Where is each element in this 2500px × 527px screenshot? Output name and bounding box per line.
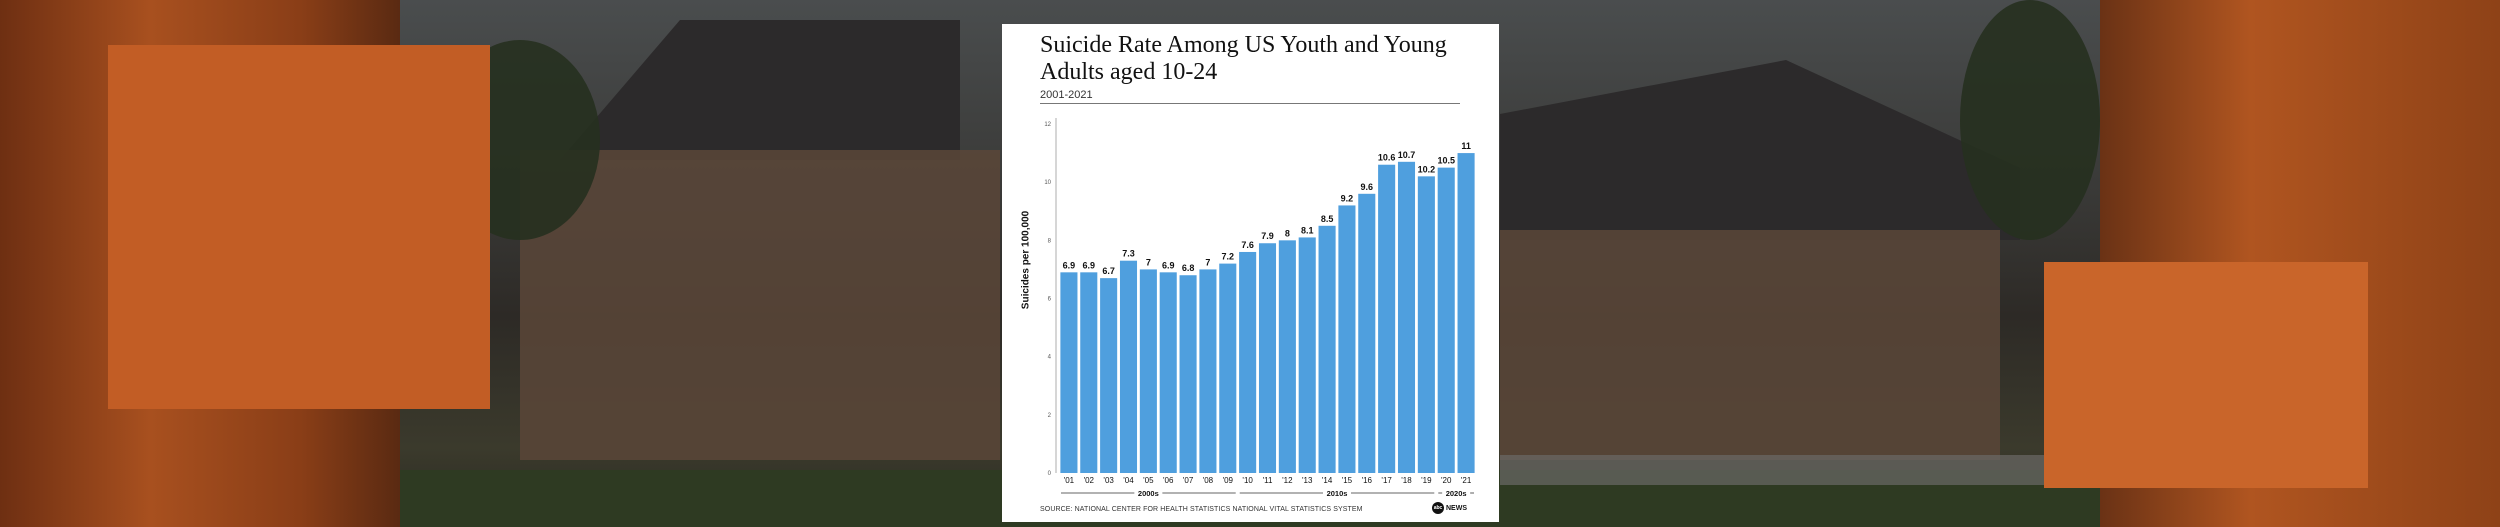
x-tick-label: '02 (1084, 476, 1095, 485)
bar (1258, 243, 1277, 473)
bar (1100, 278, 1118, 473)
x-tick-label: '18 (1401, 476, 1412, 485)
background-house-left (520, 150, 1000, 460)
x-tick-label: '11 (1263, 476, 1273, 485)
source-note: SOURCE: NATIONAL CENTER FOR HEALTH STATI… (1040, 506, 1363, 513)
decade-label: 2000s (1138, 489, 1159, 498)
abc-logo-mark: abc (1432, 502, 1444, 514)
data-label: 8.1 (1301, 225, 1314, 235)
chart-title: Suicide Rate Among US Youth and Young Ad… (1040, 32, 1447, 85)
data-label: 7.6 (1241, 240, 1254, 250)
y-tick-label: 10 (1044, 180, 1051, 186)
bar (1080, 272, 1098, 473)
decorative-orange-square-right (2044, 262, 2368, 488)
y-tick-label: 4 (1048, 355, 1052, 361)
data-label: 6.9 (1162, 260, 1175, 270)
y-tick-label: 0 (1048, 471, 1052, 477)
data-label: 10.6 (1378, 153, 1396, 163)
data-label: 9.2 (1341, 193, 1354, 203)
decade-label: 2020s (1446, 489, 1467, 498)
chart-subtitle: 2001-2021 (1040, 89, 1093, 101)
data-label: 6.7 (1102, 266, 1115, 276)
y-tick-label: 6 (1048, 297, 1052, 303)
x-tick-label: '05 (1143, 476, 1154, 485)
bar (1219, 263, 1237, 473)
data-label: 7 (1146, 257, 1151, 267)
data-label: 6.8 (1182, 263, 1195, 273)
bar (1338, 205, 1356, 473)
abc-news-logo: abc NEWS (1432, 502, 1467, 514)
data-label: 7.2 (1222, 252, 1235, 262)
bar (1139, 269, 1157, 473)
bar (1437, 167, 1455, 473)
bar (1358, 193, 1376, 474)
x-tick-label: '07 (1183, 476, 1194, 485)
x-tick-label: '17 (1381, 476, 1392, 485)
data-label: 7.3 (1122, 249, 1135, 259)
data-label: 9.6 (1361, 182, 1374, 192)
x-tick-label: '19 (1421, 476, 1432, 485)
data-label: 7 (1205, 257, 1210, 267)
y-tick-label: 12 (1044, 122, 1051, 128)
x-tick-label: '13 (1302, 476, 1313, 485)
y-tick-label: 8 (1048, 238, 1052, 244)
data-label: 10.5 (1437, 156, 1455, 166)
chart-panel: Suicide Rate Among US Youth and Young Ad… (1002, 24, 1499, 522)
decade-label: 2010s (1327, 489, 1348, 498)
data-label: 8.5 (1321, 214, 1334, 224)
data-label: 6.9 (1063, 260, 1076, 270)
background-walkway (1500, 455, 2100, 485)
x-tick-label: '04 (1123, 476, 1134, 485)
data-label: 10.2 (1418, 164, 1436, 174)
bar (1179, 275, 1197, 473)
x-tick-label: '09 (1223, 476, 1234, 485)
bar (1159, 272, 1177, 473)
x-tick-label: '08 (1203, 476, 1214, 485)
y-tick-label: 2 (1048, 413, 1052, 419)
x-tick-label: '03 (1103, 476, 1114, 485)
bar (1457, 153, 1475, 474)
x-tick-label: '01 (1064, 476, 1075, 485)
bar (1318, 225, 1336, 473)
x-tick-label: '14 (1322, 476, 1333, 485)
background-tree-right (1960, 0, 2100, 240)
bar (1378, 164, 1396, 473)
data-label: 11 (1461, 141, 1471, 151)
data-label: 6.9 (1083, 260, 1096, 270)
data-label: 10.7 (1398, 150, 1416, 160)
bar (1199, 269, 1217, 473)
x-tick-label: '16 (1362, 476, 1373, 485)
bar-chart: 0 2 4 6 8 10 12 6.9 '01 6.9 '02 6.7 '03 7.3 '04 7 '05 6.9… (1044, 118, 1475, 498)
x-tick-label: '15 (1342, 476, 1353, 485)
x-tick-label: '20 (1441, 476, 1452, 485)
bar (1298, 237, 1316, 473)
bar (1417, 176, 1435, 473)
x-tick-label: '21 (1461, 476, 1472, 485)
title-divider (1040, 103, 1460, 104)
bar (1278, 240, 1296, 473)
news-logo-text: NEWS (1446, 504, 1467, 512)
bar (1060, 272, 1078, 473)
bar (1119, 260, 1138, 473)
decorative-orange-square-left (108, 45, 490, 409)
background-house-right (1500, 230, 2000, 460)
bar (1397, 161, 1416, 473)
data-label: 8 (1285, 228, 1290, 238)
x-tick-label: '10 (1242, 476, 1253, 485)
bar (1239, 251, 1257, 473)
data-label: 7.9 (1261, 231, 1274, 241)
x-tick-label: '12 (1282, 476, 1293, 485)
x-tick-label: '06 (1163, 476, 1174, 485)
